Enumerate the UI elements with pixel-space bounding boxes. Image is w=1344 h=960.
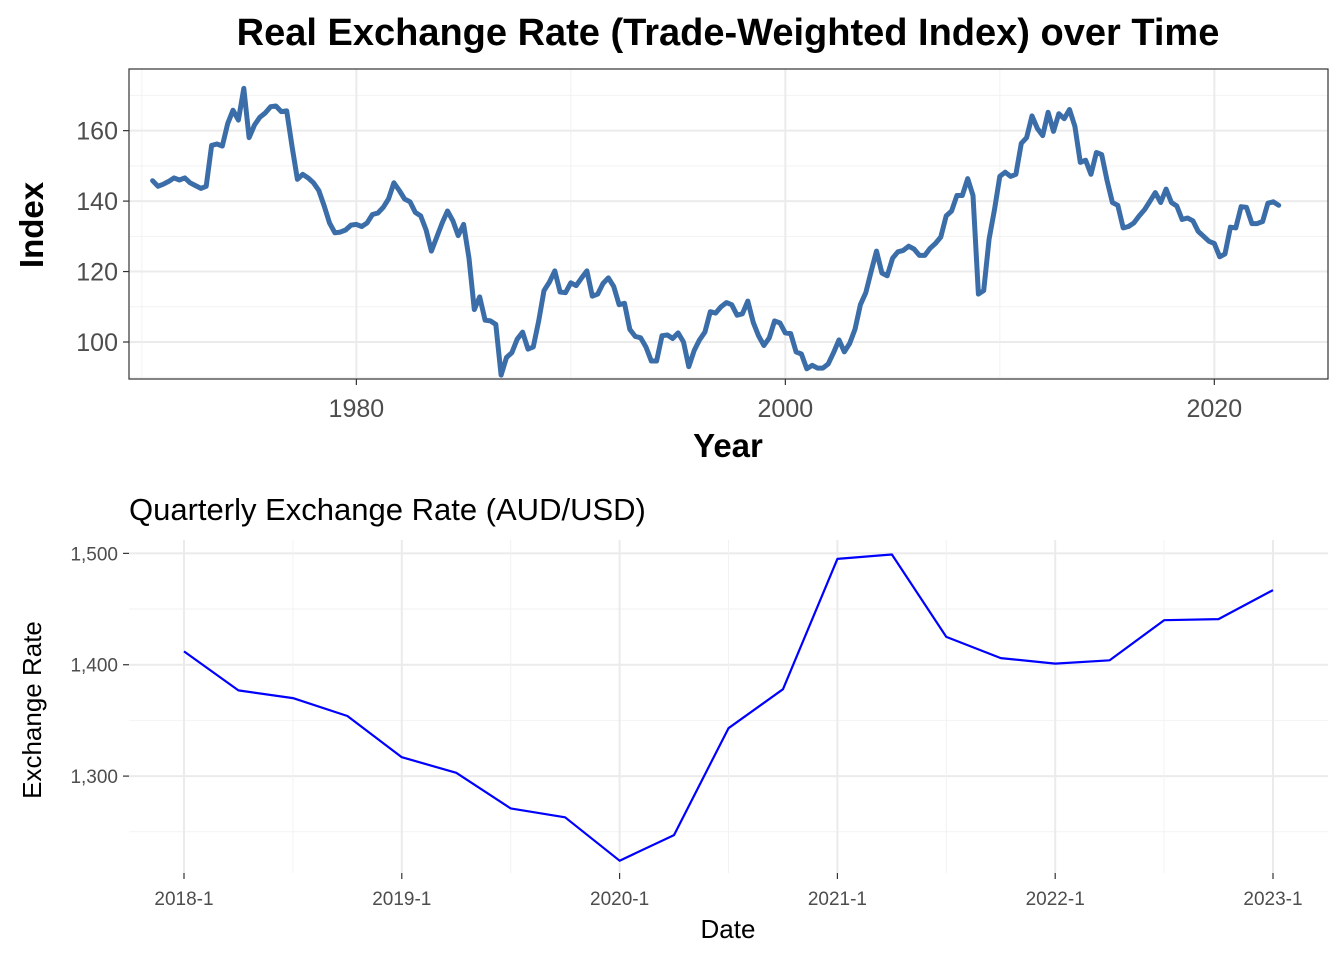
x-tick-label: 2022-1 [1026, 889, 1085, 910]
index-chart-border [128, 68, 1329, 380]
aud-usd-chart-title: Quarterly Exchange Rate (AUD/USD) [129, 492, 646, 527]
x-tick-label: 2018-1 [154, 889, 213, 910]
x-tick-label: 2021-1 [808, 889, 867, 910]
y-tick-label: 140 [76, 188, 118, 216]
x-tick-label: 2020 [1187, 395, 1243, 423]
y-tick-label: 120 [76, 259, 118, 287]
y-tick-label: 1,400 [70, 656, 118, 677]
x-tick-label: 1980 [329, 395, 385, 423]
index-chart-title: Real Exchange Rate (Trade-Weighted Index… [237, 12, 1220, 54]
index-chart-y-label: Index [13, 181, 50, 268]
x-tick-label: 2020-1 [590, 889, 649, 910]
x-tick-label: 2000 [758, 395, 814, 423]
aud-usd-series-line [183, 553, 1274, 862]
y-tick-label: 100 [76, 329, 118, 357]
x-tick-label: 2019-1 [372, 889, 431, 910]
index-chart-panel [129, 69, 1328, 379]
aud-usd-chart-ticks: 1,300 1,400 1,500 2018-1 2019-1 2020-1 2021-1 2… [70, 544, 1302, 910]
x-tick-label: 2023-1 [1243, 889, 1302, 910]
aud-usd-chart-x-label: Date [701, 914, 756, 944]
aud-usd-chart-grid [129, 540, 1328, 873]
index-chart-x-label: Year [693, 427, 763, 464]
y-tick-label: 1,300 [70, 767, 118, 788]
y-tick-label: 160 [76, 118, 118, 146]
index-series-line [150, 85, 1282, 378]
aud-usd-chart: Quarterly Exchange Rate (AUD/USD) 1,3001… [17, 492, 1328, 944]
y-tick-label: 1,500 [70, 544, 118, 565]
aud-usd-chart-y-label: Exchange Rate [17, 621, 47, 799]
index-chart: Real Exchange Rate (Trade-Weighted Index… [13, 12, 1329, 464]
index-chart-ticks: 100 120 140 160 1980 2000 2020 [76, 118, 1242, 423]
